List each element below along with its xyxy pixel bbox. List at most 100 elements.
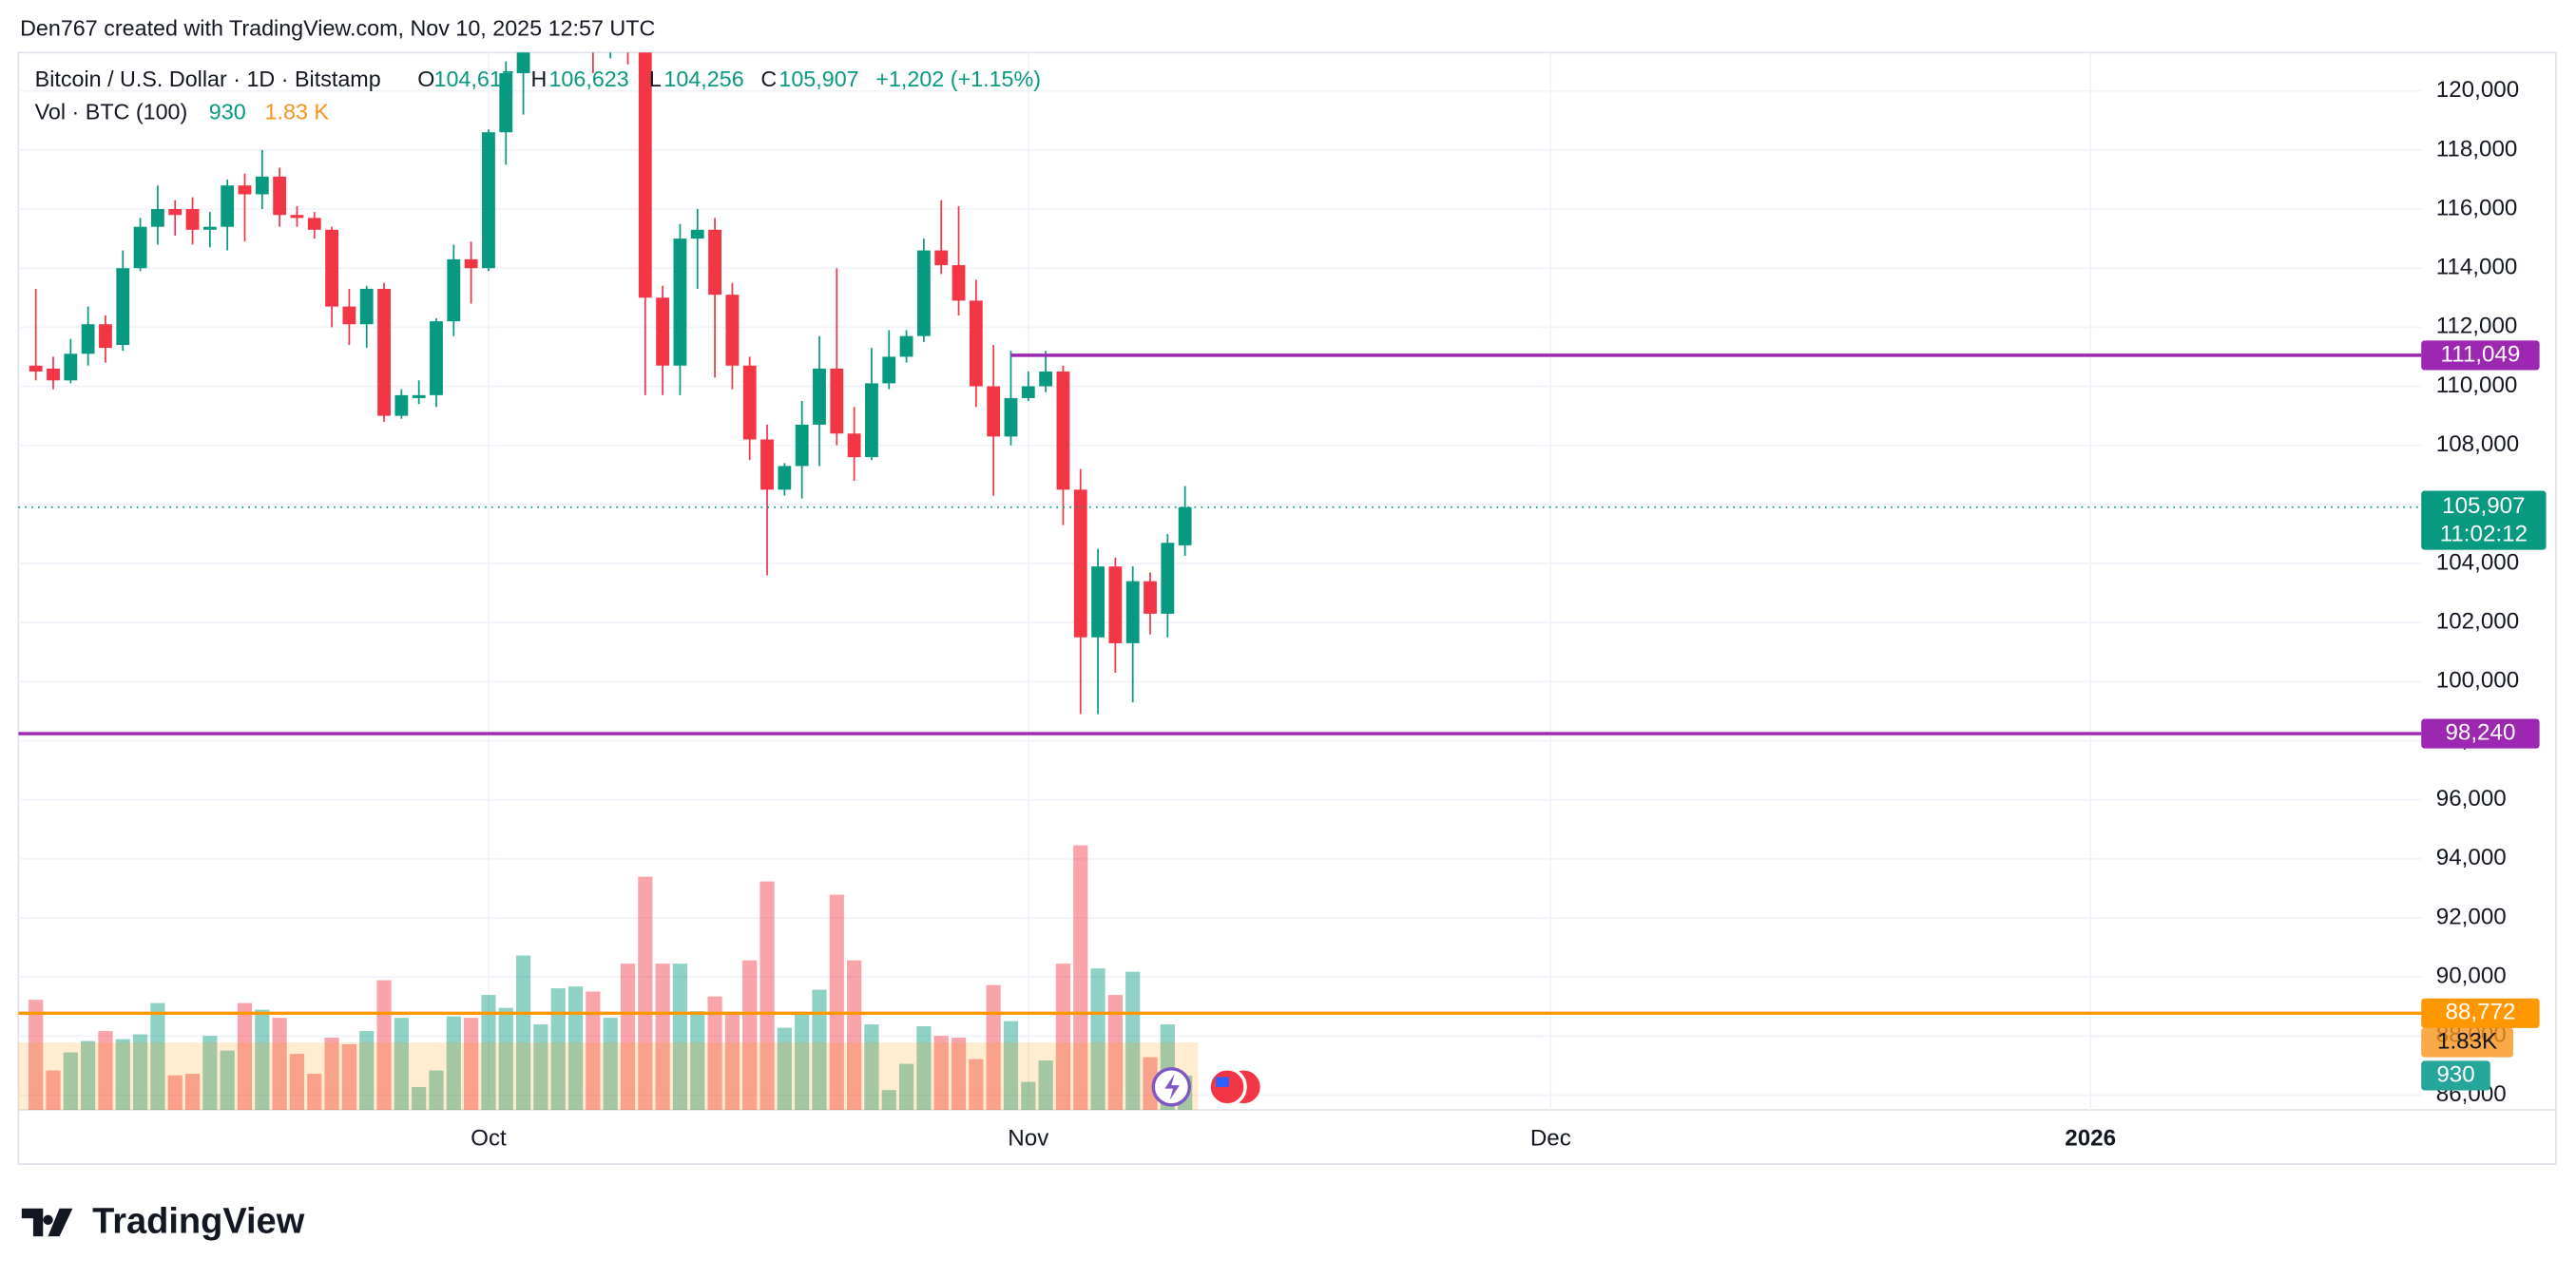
icon <box>1164 1074 1180 1100</box>
x-tick-label: Nov <box>1008 1126 1048 1152</box>
volume-bar <box>916 1026 932 1111</box>
candle-body <box>708 229 721 296</box>
candle-body <box>742 365 757 440</box>
volume-bar <box>1021 1081 1036 1111</box>
candle-body <box>725 295 740 366</box>
candle-body <box>760 439 774 490</box>
symbol: Bitcoin / U.S. Dollar · 1D · Bitstamp <box>35 67 381 91</box>
candle-body <box>499 73 513 133</box>
volume-bar <box>603 1018 618 1111</box>
candle-body <box>81 324 95 354</box>
volume-ma-value: 1.83 K <box>265 99 330 124</box>
volume-ma-label: 1.83K <box>2437 1028 2497 1054</box>
candle-body <box>116 268 130 346</box>
candle-body <box>1021 386 1035 398</box>
candle-body <box>778 466 792 490</box>
volume-bar <box>724 1013 740 1111</box>
volume-bar <box>115 1039 130 1111</box>
volume-bar <box>498 1007 513 1111</box>
candle-body <box>987 386 1001 437</box>
volume-bar <box>255 1009 270 1111</box>
volume-bar <box>533 1024 548 1111</box>
candle-body <box>1108 566 1123 643</box>
volume-bar <box>881 1090 896 1111</box>
volume-bar <box>672 964 688 1111</box>
x-tick-label: Dec <box>1530 1126 1571 1152</box>
candle-body <box>221 185 235 227</box>
volume-bar <box>620 964 636 1111</box>
levels <box>18 353 2422 1016</box>
y-tick-label: 114,000 <box>2436 255 2518 280</box>
volume-bar <box>742 960 758 1111</box>
volume-bar <box>707 996 722 1111</box>
volume-value: 930 <box>209 99 246 124</box>
volume-bar <box>237 1002 253 1111</box>
volume-bar <box>132 1034 148 1111</box>
y-tick-label: 90,000 <box>2436 964 2507 989</box>
volume-bar <box>969 1059 984 1111</box>
volume-bar <box>220 1050 235 1111</box>
candle-body <box>447 258 461 322</box>
candle-body <box>1178 506 1192 545</box>
ohlc-prefix: H <box>530 67 547 91</box>
candle-body <box>430 321 443 395</box>
candle-body <box>830 368 844 434</box>
candle-body <box>882 356 896 384</box>
ohlc-value: 106,623 <box>548 67 628 91</box>
candle-body <box>412 394 426 398</box>
candle-body <box>1056 371 1070 490</box>
volume-bar <box>1125 971 1141 1111</box>
ohlc-prefix: L <box>649 67 662 91</box>
ohlc-value: 104,256 <box>663 67 743 91</box>
candle-body <box>273 176 287 216</box>
candle-body <box>847 433 861 458</box>
candle-body <box>865 383 878 458</box>
candle-body <box>342 306 356 325</box>
x-tick-label: Oct <box>471 1126 507 1152</box>
logo-mark <box>21 1208 73 1237</box>
candle-body <box>29 365 43 372</box>
candle-body <box>394 394 409 416</box>
candle-body <box>813 368 826 425</box>
volume-bar <box>1073 845 1088 1111</box>
y-tick-label: 104,000 <box>2436 549 2519 575</box>
icon <box>1215 1077 1229 1087</box>
volume-bar <box>550 988 566 1111</box>
volume-bar <box>481 995 496 1111</box>
ohlc-value: 105,907 <box>779 67 858 91</box>
y-tick-label: 120,000 <box>2436 77 2519 103</box>
volume-last-label: 930 <box>2436 1061 2474 1087</box>
candle-body <box>690 229 704 239</box>
volume-bar <box>586 991 601 1111</box>
candle-body <box>255 176 269 195</box>
candle-body <box>307 218 321 230</box>
volume-bar <box>167 1075 183 1111</box>
volume-bar <box>412 1086 427 1111</box>
y-tick-label: 116,000 <box>2436 195 2518 220</box>
volume-bar <box>150 1002 165 1111</box>
candle-body <box>969 300 983 387</box>
volume-ma-bg <box>2421 1027 2513 1058</box>
candle-body <box>150 209 164 227</box>
y-tick-label: 96,000 <box>2436 786 2507 811</box>
ohlc-prefix: O <box>417 67 434 91</box>
volume-bar <box>202 1036 218 1111</box>
volume-bar <box>63 1052 78 1111</box>
volume-bar <box>272 1018 287 1111</box>
y-tick-label: 102,000 <box>2436 609 2519 635</box>
volume-bar <box>567 986 584 1111</box>
volume-bar <box>759 881 775 1111</box>
y-tick-label: 118,000 <box>2436 136 2518 162</box>
volume-bar <box>986 984 1001 1111</box>
level-label: 111,049 <box>2441 341 2521 367</box>
volume-bar <box>307 1074 322 1111</box>
volume-bar <box>81 1040 96 1111</box>
candle-body <box>168 209 183 216</box>
volume-bar <box>324 1038 339 1111</box>
candle-body <box>899 335 913 357</box>
candle-body <box>99 324 112 349</box>
level-label: 98,240 <box>2445 719 2515 745</box>
volume-bar <box>864 1024 879 1111</box>
